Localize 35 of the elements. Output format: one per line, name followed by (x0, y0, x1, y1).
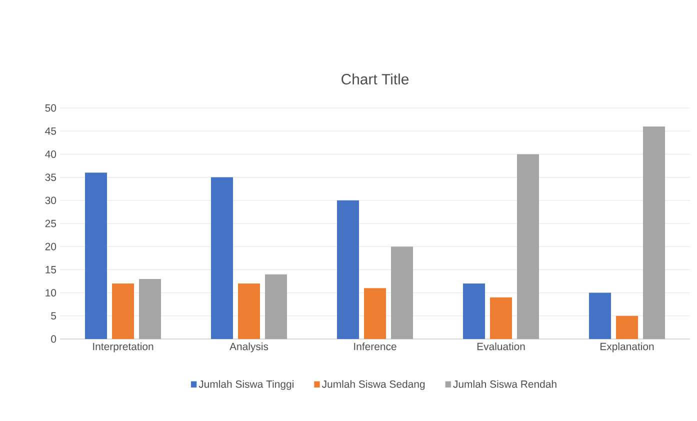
y-tick-label: 30 (45, 196, 56, 204)
y-tick-label: 15 (46, 266, 56, 274)
bar (139, 278, 162, 339)
bar (589, 292, 612, 339)
bar (337, 200, 360, 339)
bar (616, 316, 638, 339)
y-tick-label: 0 (51, 335, 56, 343)
x-tick-label: Explanation (600, 342, 654, 352)
y-tick-label: 20 (45, 242, 56, 250)
bar (391, 246, 414, 339)
legend-label: Jumlah Siswa Sedang (322, 380, 425, 390)
y-tick-label: 50 (45, 104, 56, 112)
y-tick-label: 5 (51, 312, 56, 320)
x-tick-label: Analysis (230, 342, 268, 352)
bar (238, 284, 260, 339)
x-tick-label: Inference (354, 342, 396, 350)
y-tick-label: 45 (45, 127, 56, 135)
y-tick-label: 10 (46, 289, 56, 297)
y-tick-label: 40 (45, 150, 56, 158)
bar (463, 284, 486, 339)
bar (85, 172, 107, 339)
bar (265, 274, 288, 339)
bar (112, 284, 134, 339)
bar (490, 297, 512, 339)
legend-label: Jumlah Siswa Rendah (453, 380, 556, 388)
y-tick-label: 25 (45, 220, 56, 228)
bar (364, 288, 386, 339)
chart-title: Chart Title (342, 74, 409, 84)
bar (517, 154, 540, 339)
bar (643, 126, 666, 339)
x-tick-label: Interpretation (93, 342, 154, 352)
y-tick-label: 35 (45, 174, 56, 182)
bar (211, 177, 234, 339)
x-tick-label: Evaluation (477, 342, 525, 350)
legend-label: Jumlah Siswa Tinggi (198, 380, 294, 390)
